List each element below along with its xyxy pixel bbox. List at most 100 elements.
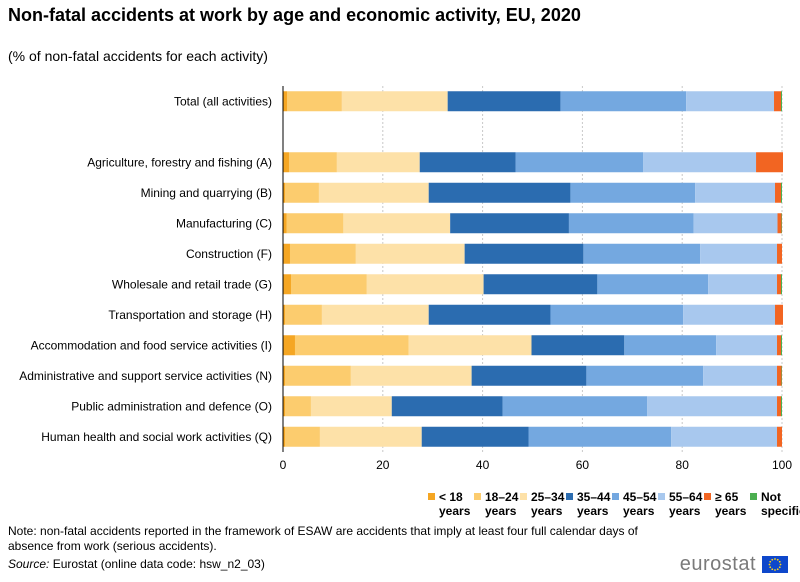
category-label: Agriculture, forestry and fishing (A) — [87, 155, 272, 169]
legend-label: 25–34 years — [531, 490, 564, 518]
bar-segment — [777, 365, 782, 386]
legend-label-line1: 25–34 — [531, 490, 565, 504]
bar-segment — [321, 304, 429, 325]
bar-segment — [419, 152, 516, 173]
chart-title: Non-fatal accidents at work by age and e… — [8, 5, 581, 25]
bar-segment — [450, 213, 569, 234]
category-label: Accommodation and food service activitie… — [31, 338, 272, 352]
star-icon — [769, 560, 772, 563]
bar-segment — [583, 243, 701, 264]
bar-segment — [777, 396, 782, 417]
legend-swatch — [612, 493, 619, 500]
legend-label-line2: years — [623, 504, 655, 518]
legend-label: < 18 years — [439, 490, 470, 518]
bar-segment — [284, 365, 351, 386]
legend-label-line2: specified — [761, 504, 800, 518]
bar-segment — [624, 335, 717, 356]
star-icon — [778, 566, 781, 569]
category-label: Total (all activities) — [174, 94, 272, 108]
bar-segment — [318, 182, 429, 203]
bar-segment — [286, 213, 344, 234]
x-tick-label: 20 — [376, 458, 390, 472]
bar-segment — [343, 213, 451, 234]
bar-segment — [775, 304, 783, 325]
bar-segment — [686, 91, 775, 112]
bar-segment — [597, 274, 709, 295]
bar-segment — [700, 243, 778, 264]
bar-segment — [289, 243, 356, 264]
bar-segment — [647, 396, 778, 417]
bar-segment — [777, 335, 782, 356]
bar-segment — [284, 182, 319, 203]
star-icon — [774, 569, 776, 571]
bar-segment — [781, 396, 782, 417]
star-icon — [768, 563, 771, 566]
x-tick-label: 40 — [476, 458, 490, 472]
bar-segment — [483, 274, 598, 295]
bar-segment — [283, 152, 289, 173]
legend-label: ≥ 65 years — [715, 490, 746, 518]
bar-segment — [283, 182, 285, 203]
legend-swatch — [474, 493, 481, 500]
x-tick-label: 0 — [280, 458, 287, 472]
bar-segment — [447, 91, 561, 112]
bar-segment — [528, 426, 672, 447]
star-icon — [771, 558, 774, 561]
bar-segment — [781, 182, 782, 203]
star-icon — [779, 563, 782, 566]
star-icon — [771, 568, 774, 571]
bar-segment — [350, 365, 472, 386]
bar-segment — [284, 304, 322, 325]
legend-label: 18–24 years — [485, 490, 518, 518]
bar-segment — [294, 335, 409, 356]
legend-swatch — [658, 493, 665, 500]
bar-segment — [283, 335, 295, 356]
bar-segment — [283, 396, 285, 417]
bar-segment — [319, 426, 422, 447]
legend-label-line1: Not — [761, 490, 781, 504]
legend-label-line1: < 18 — [439, 490, 463, 504]
bar-segment — [341, 91, 448, 112]
source-label: Source: — [8, 557, 50, 571]
bar-segment — [570, 182, 696, 203]
bar-segment — [288, 152, 337, 173]
star-icon — [776, 558, 779, 561]
legend-swatch — [750, 493, 757, 500]
bar-segment — [703, 365, 778, 386]
bar-segment — [586, 365, 704, 386]
logo-text: eurostat — [679, 553, 756, 575]
bar-segment — [643, 152, 757, 173]
category-label: Transportation and storage (H) — [108, 308, 272, 322]
bar-segment — [310, 396, 392, 417]
star-icon — [774, 558, 776, 560]
legend-label-line2: years — [669, 504, 701, 518]
bar-segment — [283, 213, 287, 234]
bar-segment — [515, 152, 644, 173]
bar-segment — [777, 243, 782, 264]
star-icon — [776, 568, 779, 571]
legend-label-line2: years — [715, 504, 747, 518]
bar-segment — [716, 335, 778, 356]
bar-segment — [568, 213, 694, 234]
bar-segment — [781, 335, 782, 356]
x-tick-label: 80 — [676, 458, 690, 472]
category-label: Manufacturing (C) — [176, 216, 272, 230]
category-label: Construction (F) — [186, 247, 272, 261]
bar-segment — [777, 274, 782, 295]
legend-label-line2: years — [531, 504, 563, 518]
x-tick-label: 100 — [772, 458, 792, 472]
category-label: Wholesale and retail trade (G) — [112, 277, 272, 291]
source-line: Source: Eurostat (online data code: hsw_… — [8, 557, 265, 571]
bar-segment — [336, 152, 420, 173]
legend-swatch — [520, 493, 527, 500]
bar-segment — [283, 274, 291, 295]
legend-label-line1: 18–24 — [485, 490, 519, 504]
bar-segment — [683, 304, 776, 325]
bar-segment — [428, 304, 551, 325]
bar-segment — [421, 426, 529, 447]
bar-segment — [464, 243, 584, 264]
bar-segment — [756, 152, 783, 173]
bar-segment — [550, 304, 684, 325]
legend-label-line1: 35–44 — [577, 490, 611, 504]
bar-segment — [693, 213, 778, 234]
